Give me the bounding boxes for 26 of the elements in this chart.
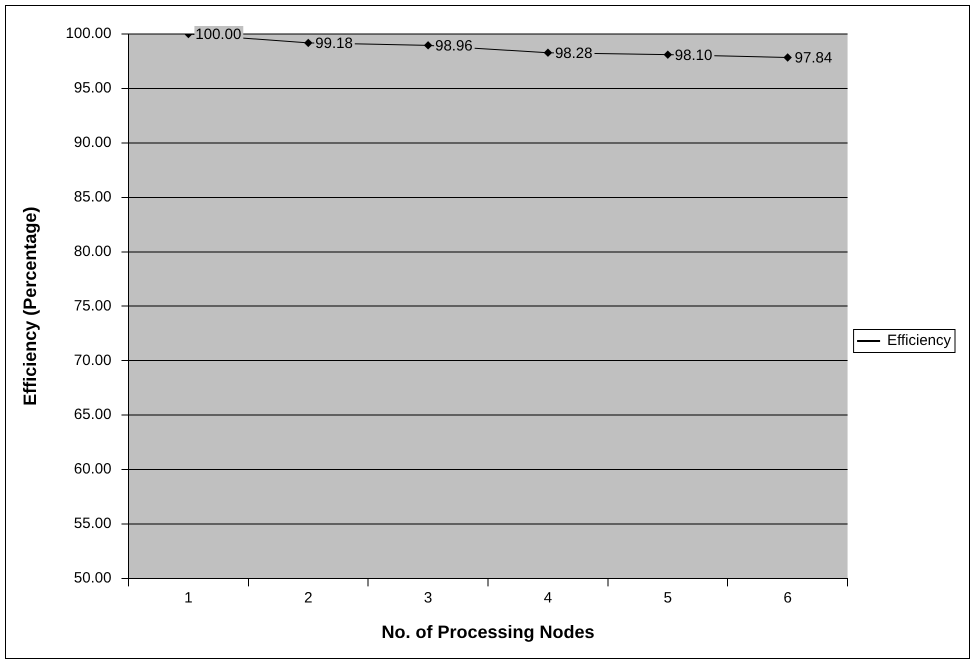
data-label: 99.18 [315,35,353,52]
legend-label: Efficiency [887,332,952,350]
data-label: 100.00 [195,26,242,44]
y-tick-label: 50.00 [74,570,112,587]
y-tick-label: 90.00 [74,134,112,152]
x-tick-label: 1 [184,590,193,607]
data-label: 98.96 [435,37,473,54]
x-axis-title: No. of Processing Nodes [382,622,595,642]
y-tick-label: 100.00 [66,25,112,42]
x-tick-label: 6 [783,590,792,607]
y-tick-label: 70.00 [74,352,112,369]
x-tick-label: 2 [304,590,312,607]
y-tick-label: 75.00 [74,297,112,314]
data-label: 98.10 [674,46,712,64]
y-tick-label: 65.00 [74,406,112,424]
x-tick-label: 3 [424,590,432,607]
y-tick-label: 85.00 [74,188,112,206]
data-label: 98.28 [554,44,592,62]
y-tick-label: 55.00 [74,515,112,532]
y-axis-title: Efficiency (Percentage) [20,206,40,406]
y-tick-label: 95.00 [74,80,112,97]
y-tick-label: 60.00 [74,460,112,478]
x-tick-label: 4 [544,590,552,607]
x-tick-label: 5 [664,590,672,607]
data-label: 97.84 [794,50,832,67]
y-tick-label: 80.00 [74,242,112,260]
